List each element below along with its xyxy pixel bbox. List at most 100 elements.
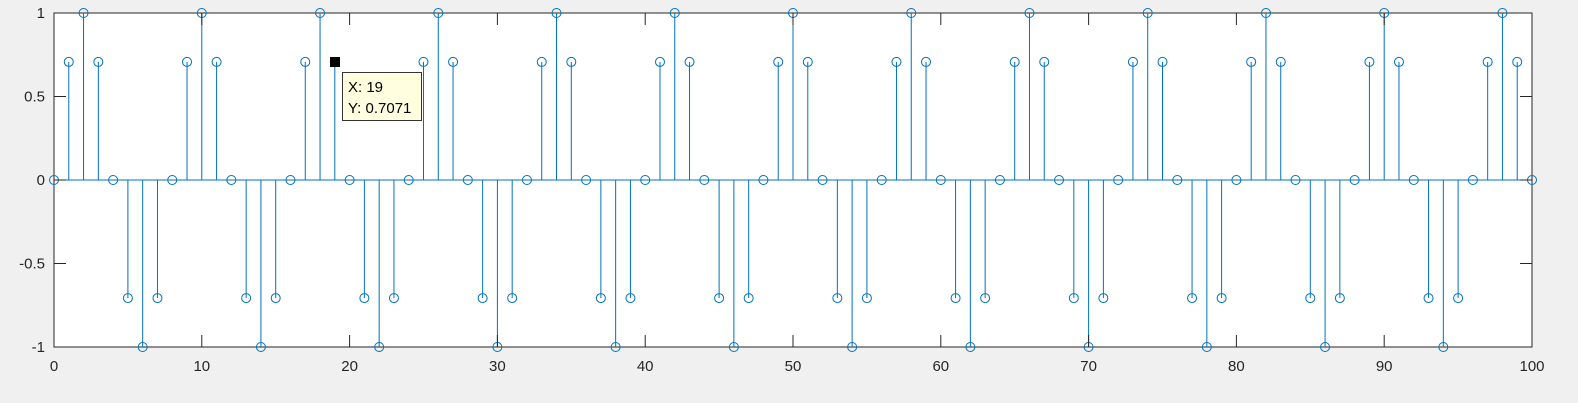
stem-marker[interactable] xyxy=(359,293,370,304)
stem-marker[interactable] xyxy=(536,56,547,67)
stem-marker[interactable] xyxy=(847,342,858,352)
stem-marker[interactable] xyxy=(1113,175,1124,185)
stem-marker[interactable] xyxy=(433,8,444,18)
stem-marker[interactable] xyxy=(241,293,252,304)
stem-marker[interactable] xyxy=(1290,175,1301,185)
stem-marker[interactable] xyxy=(773,56,784,67)
stem-marker[interactable] xyxy=(950,293,961,304)
stem-marker[interactable] xyxy=(270,293,281,304)
stem-marker[interactable] xyxy=(728,342,739,352)
stem-marker[interactable] xyxy=(832,293,843,304)
stem-marker[interactable] xyxy=(1009,56,1020,67)
stem-marker[interactable] xyxy=(1393,56,1404,67)
stem-marker[interactable] xyxy=(285,175,296,185)
y-tick-label: 0 xyxy=(37,172,45,189)
stem-marker[interactable] xyxy=(1482,56,1493,67)
stem-marker[interactable] xyxy=(1453,293,1464,304)
stem-marker[interactable] xyxy=(226,175,237,185)
datatip[interactable]: X: 19 Y: 0.7071 xyxy=(342,72,422,121)
stem-marker[interactable] xyxy=(980,293,991,304)
stem-marker[interactable] xyxy=(595,293,606,304)
stem-marker[interactable] xyxy=(1157,56,1168,67)
stem-marker[interactable] xyxy=(699,175,710,185)
stem-marker[interactable] xyxy=(108,175,119,185)
stem-marker[interactable] xyxy=(1512,56,1523,67)
stem-marker[interactable] xyxy=(462,175,473,185)
stem-marker[interactable] xyxy=(344,175,355,185)
stem-marker[interactable] xyxy=(403,175,414,185)
stem-marker[interactable] xyxy=(1320,342,1331,352)
stem-marker[interactable] xyxy=(1024,8,1035,18)
stem-marker[interactable] xyxy=(610,342,621,352)
stem-marker[interactable] xyxy=(1172,175,1183,185)
stem-marker[interactable] xyxy=(1201,342,1212,352)
stem-marker[interactable] xyxy=(669,8,680,18)
stem-marker[interactable] xyxy=(817,175,828,185)
stem-marker[interactable] xyxy=(388,293,399,304)
stem-marker[interactable] xyxy=(1216,293,1227,304)
stem-marker[interactable] xyxy=(1127,56,1138,67)
stem-marker[interactable] xyxy=(137,342,148,352)
stem-marker[interactable] xyxy=(1260,8,1271,18)
stem-marker[interactable] xyxy=(1438,342,1449,352)
stem-marker[interactable] xyxy=(1467,175,1478,185)
stem-marker[interactable] xyxy=(1275,56,1286,67)
stem-marker[interactable] xyxy=(566,56,577,67)
stem-marker[interactable] xyxy=(182,56,193,67)
stem-marker[interactable] xyxy=(1246,56,1257,67)
stem-marker[interactable] xyxy=(1231,175,1242,185)
stem-marker[interactable] xyxy=(1349,175,1360,185)
stem-marker[interactable] xyxy=(906,8,917,18)
stem-marker[interactable] xyxy=(640,175,651,185)
stem-marker[interactable] xyxy=(891,56,902,67)
stem-marker[interactable] xyxy=(1142,8,1153,18)
stem-marker[interactable] xyxy=(581,175,592,185)
stem-marker[interactable] xyxy=(374,342,385,352)
stem-marker[interactable] xyxy=(211,56,222,67)
stem-marker[interactable] xyxy=(448,56,459,67)
stem-marker[interactable] xyxy=(994,175,1005,185)
stem-marker[interactable] xyxy=(122,293,133,304)
stem-marker[interactable] xyxy=(743,293,754,304)
stem-marker[interactable] xyxy=(1423,293,1434,304)
stem-marker[interactable] xyxy=(965,342,976,352)
stem-marker[interactable] xyxy=(684,56,695,67)
stem-marker[interactable] xyxy=(1187,293,1198,304)
stem-marker[interactable] xyxy=(1054,175,1065,185)
stem-marker[interactable] xyxy=(1334,293,1345,304)
stem-marker[interactable] xyxy=(1364,56,1375,67)
x-tick-label: 90 xyxy=(1376,358,1393,375)
stem-marker[interactable] xyxy=(1068,293,1079,304)
stem-marker[interactable] xyxy=(300,56,311,67)
stem-marker[interactable] xyxy=(625,293,636,304)
stem-marker[interactable] xyxy=(315,8,326,18)
stem-marker[interactable] xyxy=(63,56,74,67)
datatip-marker[interactable] xyxy=(329,56,340,67)
stem-marker[interactable] xyxy=(78,8,89,18)
stem-marker[interactable] xyxy=(921,56,932,67)
stem-marker[interactable] xyxy=(935,175,946,185)
y-tick-label: 1 xyxy=(37,5,45,22)
stem-marker[interactable] xyxy=(1305,293,1316,304)
stem-marker[interactable] xyxy=(521,175,532,185)
stem-marker[interactable] xyxy=(1497,8,1508,18)
stem-marker[interactable] xyxy=(93,56,104,67)
stem-marker[interactable] xyxy=(167,175,178,185)
stem-marker[interactable] xyxy=(152,293,163,304)
stem-marker[interactable] xyxy=(551,8,562,18)
stem-marker[interactable] xyxy=(1098,293,1109,304)
stem-marker[interactable] xyxy=(418,56,429,67)
stem-marker[interactable] xyxy=(255,342,266,352)
stem-marker[interactable] xyxy=(758,175,769,185)
stem-marker[interactable] xyxy=(714,293,725,304)
stem-marker[interactable] xyxy=(477,293,488,304)
stem-marker[interactable] xyxy=(654,56,665,67)
stem-marker[interactable] xyxy=(861,293,872,304)
stem-marker[interactable] xyxy=(1408,175,1419,185)
stem-marker[interactable] xyxy=(1039,56,1050,67)
stem-marker[interactable] xyxy=(507,293,518,304)
stem-marker[interactable] xyxy=(802,56,813,67)
stem-marker[interactable] xyxy=(876,175,887,185)
